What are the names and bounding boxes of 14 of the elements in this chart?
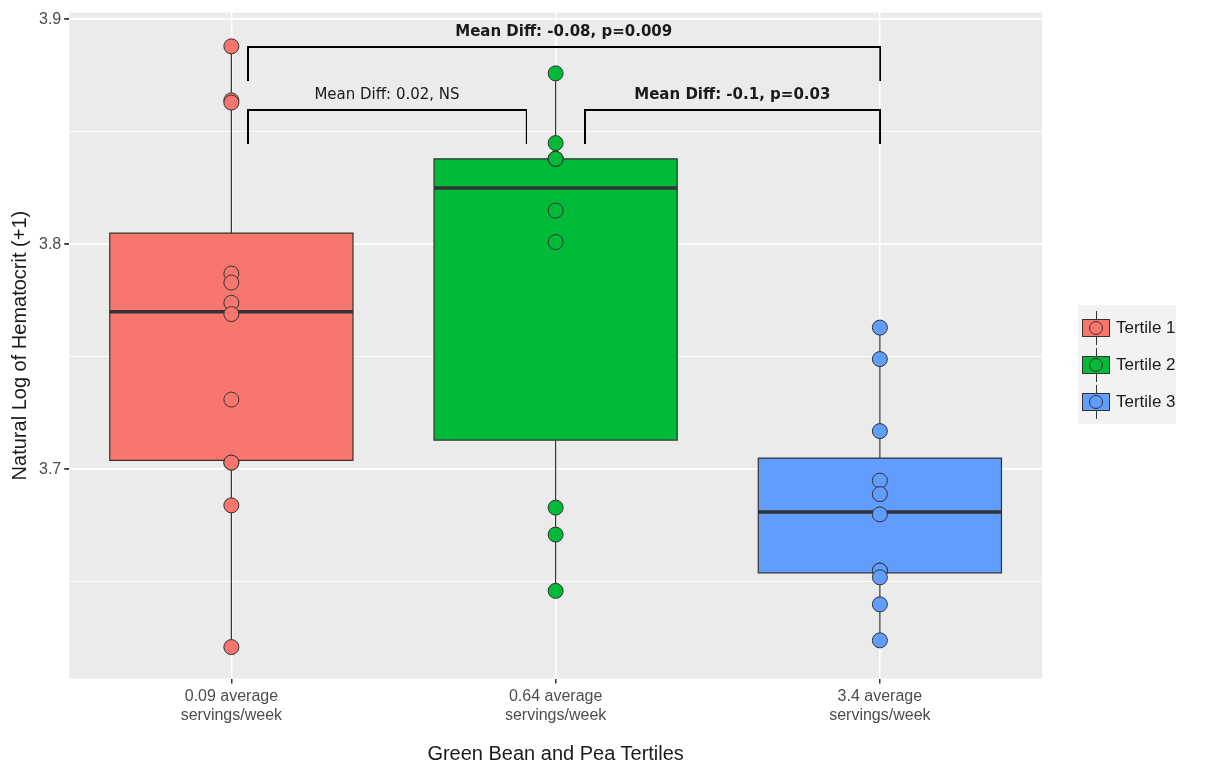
x-tick-label: 0.09 average servings/week	[180, 686, 284, 723]
x-tick-label: 0.64 average servings/week	[504, 686, 608, 723]
legend-label: Tertile 2	[1116, 354, 1176, 375]
annotation: Mean Diff: -0.08, p=0.009	[455, 21, 673, 40]
annotation: Mean Diff: -0.1, p=0.03	[634, 84, 831, 103]
y-axis-title: Natural Log of Hematocrit (+1)	[7, 210, 30, 481]
y-tick-label: 3.8	[38, 234, 62, 252]
y-tick-label: 3.9	[38, 9, 62, 27]
legend-label: Tertile 1	[1116, 317, 1176, 338]
annotation: Mean Diff: 0.02, NS	[314, 84, 460, 103]
legend-label: Tertile 3	[1116, 391, 1176, 412]
x-axis-title: Green Bean and Pea Tertiles	[427, 741, 684, 764]
y-tick-label: 3.7	[38, 459, 62, 477]
x-tick-label: 3.4 average servings/week	[829, 686, 932, 723]
